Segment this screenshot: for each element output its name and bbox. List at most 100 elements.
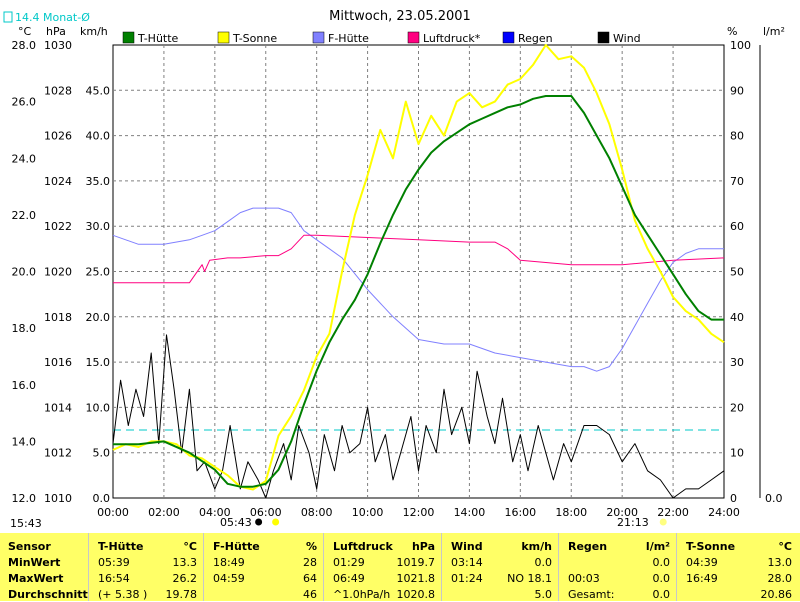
y-tick-percent: 80 [730, 130, 744, 143]
stats-value: 0.0 [451, 556, 552, 570]
stats-value: 20.86 [686, 588, 792, 602]
legend-label: T-Hütte [137, 32, 179, 45]
x-tick-label: 14:00 [454, 506, 486, 519]
stats-header-title: Sensor [8, 540, 51, 554]
y-tick-percent: 60 [730, 220, 744, 233]
stats-value: 64 [213, 572, 317, 586]
y-tick-kmh: 30.0 [86, 220, 111, 233]
x-tick-label: 22:00 [657, 506, 689, 519]
y-tick-percent: 50 [730, 266, 744, 279]
y-tick-celsius: 20.0 [12, 266, 37, 279]
axis-unit-celsius: °C [18, 25, 32, 38]
y-tick-hpa: 1024 [44, 175, 72, 188]
y-tick-hpa: 1014 [44, 401, 72, 414]
y-tick-celsius: 28.0 [12, 39, 37, 52]
stats-value: 1019.7 [333, 556, 435, 570]
legend-swatch [503, 32, 514, 43]
stats-column-separator [676, 533, 677, 601]
legend-swatch [218, 32, 229, 43]
y-tick-percent: 0 [730, 492, 737, 505]
y-tick-hpa: 1020 [44, 266, 72, 279]
axis-unit-hpa: hPa [46, 25, 66, 38]
x-tick-label: 02:00 [148, 506, 180, 519]
y-tick-hpa: 1010 [44, 492, 72, 505]
y-tick-hpa: 1012 [44, 447, 72, 460]
stats-header-unit: % [213, 540, 317, 554]
sun-up-icon [272, 519, 279, 526]
time-corner: 15:43 [10, 517, 42, 530]
legend-label: Regen [518, 32, 553, 45]
x-tick-label: 08:00 [301, 506, 333, 519]
stats-value: NO 18.1 [451, 572, 552, 586]
stats-column-separator [441, 533, 442, 601]
y-tick-celsius: 22.0 [12, 209, 37, 222]
sunrise-label: 05:43 [220, 516, 252, 529]
stats-value: 13.0 [686, 556, 792, 570]
y-tick-kmh: 20.0 [86, 311, 111, 324]
y-tick-kmh: 15.0 [86, 356, 111, 369]
y-tick-celsius: 12.0 [12, 492, 37, 505]
stats-column-separator [323, 533, 324, 601]
y-tick-percent: 100 [730, 39, 751, 52]
x-tick-label: 06:00 [250, 506, 282, 519]
y-tick-percent: 90 [730, 84, 744, 97]
x-tick-label: 12:00 [403, 506, 435, 519]
x-tick-label: 16:00 [504, 506, 536, 519]
y-tick-hpa: 1018 [44, 311, 72, 324]
stats-header-unit: °C [98, 540, 197, 554]
y-tick-kmh: 0.0 [93, 492, 111, 505]
y-tick-percent: 40 [730, 311, 744, 324]
sun-markers: 05:43 21:13 [220, 516, 667, 529]
reference-line-legend-icon [4, 12, 12, 22]
legend-swatch [123, 32, 134, 43]
y-tick-hpa: 1016 [44, 356, 72, 369]
legend-swatch [313, 32, 324, 43]
chart-title: Mittwoch, 23.05.2001 [329, 9, 471, 24]
sunset-label: 21:13 [617, 516, 649, 529]
y-tick-kmh: 40.0 [86, 130, 111, 143]
stats-column-separator [203, 533, 204, 601]
y-tick-percent: 10 [730, 447, 744, 460]
y-tick-percent: 30 [730, 356, 744, 369]
reference-line-label: 14.4 Monat-Ø [15, 11, 90, 24]
stats-header-unit: km/h [451, 540, 552, 554]
stats-value: 46 [213, 588, 317, 602]
y-tick-celsius: 14.0 [12, 435, 37, 448]
y-tick-kmh: 45.0 [86, 84, 111, 97]
y-tick-hpa: 1028 [44, 84, 72, 97]
stats-header-unit: °C [686, 540, 792, 554]
y-tick-celsius: 18.0 [12, 322, 37, 335]
legend-label: Wind [613, 32, 641, 45]
stats-value: 0.0 [568, 572, 670, 586]
stats-value: 0.0 [568, 588, 670, 602]
stats-row-label: Durchschnitt [8, 588, 88, 602]
y-tick-celsius: 16.0 [12, 379, 37, 392]
stats-value: 19.78 [98, 588, 197, 602]
axis-unit-kmh: km/h [80, 25, 108, 38]
x-tick-label: 10:00 [352, 506, 384, 519]
y-tick-kmh: 5.0 [93, 447, 111, 460]
axis-unit-rain: l/m² [763, 25, 785, 38]
sunrise-marker-icon [255, 519, 262, 526]
y-tick-percent: 20 [730, 401, 744, 414]
stats-value: 1021.8 [333, 572, 435, 586]
legend-label: T-Sonne [232, 32, 277, 45]
stats-row-label: MinWert [8, 556, 60, 570]
y-tick-celsius: 26.0 [12, 96, 37, 109]
legend-label: F-Hütte [328, 32, 369, 45]
sunset-marker-icon [660, 519, 667, 526]
y-tick-hpa: 1022 [44, 220, 72, 233]
legend-swatch [408, 32, 419, 43]
y-tick-celsius: 24.0 [12, 152, 37, 165]
stats-value: 0.0 [568, 556, 670, 570]
x-tick-label: 18:00 [555, 506, 587, 519]
stats-header-unit: hPa [333, 540, 435, 554]
y-tick-kmh: 25.0 [86, 266, 111, 279]
stats-value: 28 [213, 556, 317, 570]
stats-value: 1020.8 [333, 588, 435, 602]
y-tick-kmh: 10.0 [86, 401, 111, 414]
y-tick-hpa: 1030 [44, 39, 72, 52]
stats-column-separator [88, 533, 89, 601]
